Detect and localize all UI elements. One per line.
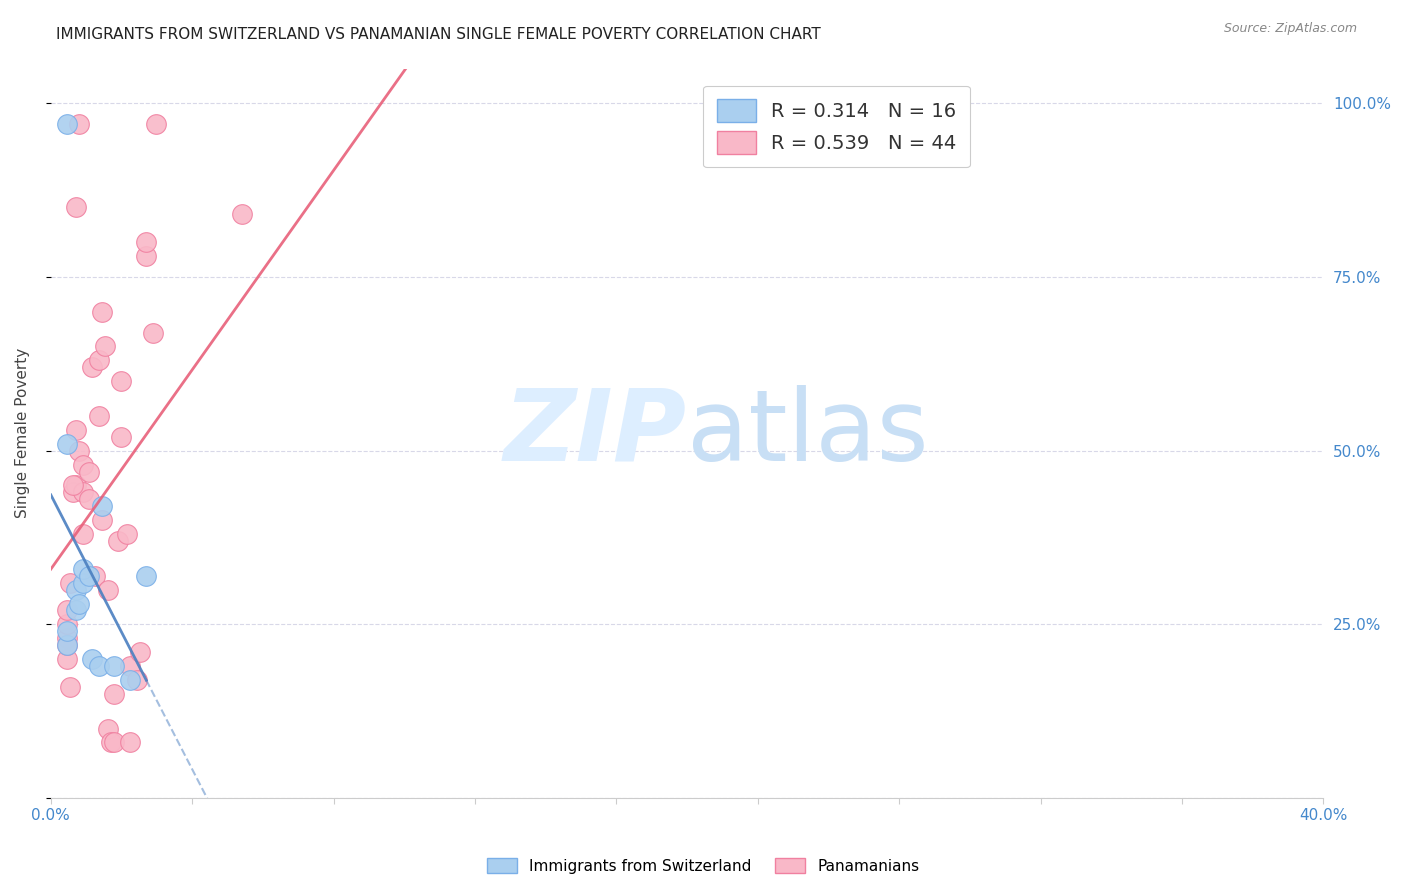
Point bbox=[77, 492, 100, 507]
Point bbox=[65, 478, 87, 492]
Point bbox=[90, 513, 112, 527]
Point bbox=[87, 353, 110, 368]
Point bbox=[84, 568, 107, 582]
Point bbox=[115, 527, 138, 541]
Point bbox=[87, 659, 110, 673]
Point bbox=[82, 360, 104, 375]
Point bbox=[72, 485, 94, 500]
Point bbox=[55, 603, 77, 617]
Point bbox=[231, 207, 253, 221]
Point bbox=[55, 624, 77, 639]
Point bbox=[77, 568, 100, 582]
Point bbox=[120, 735, 142, 749]
Point bbox=[90, 500, 112, 514]
Point bbox=[145, 117, 167, 131]
Point bbox=[55, 652, 77, 666]
Point bbox=[55, 638, 77, 652]
Point bbox=[69, 443, 91, 458]
Point bbox=[55, 632, 77, 646]
Point bbox=[110, 374, 132, 388]
Point bbox=[69, 597, 91, 611]
Point bbox=[129, 645, 152, 659]
Point bbox=[100, 735, 122, 749]
Point bbox=[103, 659, 125, 673]
Point bbox=[62, 478, 84, 492]
Point bbox=[135, 249, 157, 263]
Point bbox=[97, 582, 120, 597]
Point bbox=[135, 235, 157, 250]
Point bbox=[55, 117, 77, 131]
Point bbox=[72, 575, 94, 590]
Point bbox=[107, 533, 129, 548]
Point bbox=[120, 673, 142, 687]
Point bbox=[55, 617, 77, 632]
Text: Source: ZipAtlas.com: Source: ZipAtlas.com bbox=[1223, 22, 1357, 36]
Point bbox=[55, 638, 77, 652]
Point bbox=[110, 430, 132, 444]
Point bbox=[87, 409, 110, 423]
Point bbox=[55, 436, 77, 450]
Point bbox=[97, 722, 120, 736]
Point bbox=[142, 326, 165, 340]
Point bbox=[65, 423, 87, 437]
Point bbox=[120, 659, 142, 673]
Point bbox=[103, 735, 125, 749]
Point bbox=[82, 652, 104, 666]
Text: ZIP: ZIP bbox=[505, 384, 688, 482]
Point bbox=[69, 117, 91, 131]
Point bbox=[59, 575, 82, 590]
Point bbox=[90, 304, 112, 318]
Point bbox=[72, 562, 94, 576]
Point bbox=[103, 687, 125, 701]
Point bbox=[77, 465, 100, 479]
Point bbox=[62, 485, 84, 500]
Point bbox=[59, 680, 82, 694]
Point bbox=[94, 339, 117, 353]
Legend: R = 0.314   N = 16, R = 0.539   N = 44: R = 0.314 N = 16, R = 0.539 N = 44 bbox=[703, 86, 970, 168]
Text: atlas: atlas bbox=[688, 384, 929, 482]
Point bbox=[65, 603, 87, 617]
Text: IMMIGRANTS FROM SWITZERLAND VS PANAMANIAN SINGLE FEMALE POVERTY CORRELATION CHAR: IMMIGRANTS FROM SWITZERLAND VS PANAMANIA… bbox=[56, 27, 821, 42]
Point bbox=[125, 673, 148, 687]
Point bbox=[65, 201, 87, 215]
Point bbox=[72, 527, 94, 541]
Y-axis label: Single Female Poverty: Single Female Poverty bbox=[15, 348, 30, 518]
Point bbox=[72, 458, 94, 472]
Legend: Immigrants from Switzerland, Panamanians: Immigrants from Switzerland, Panamanians bbox=[481, 852, 925, 880]
Point bbox=[65, 582, 87, 597]
Point bbox=[135, 568, 157, 582]
